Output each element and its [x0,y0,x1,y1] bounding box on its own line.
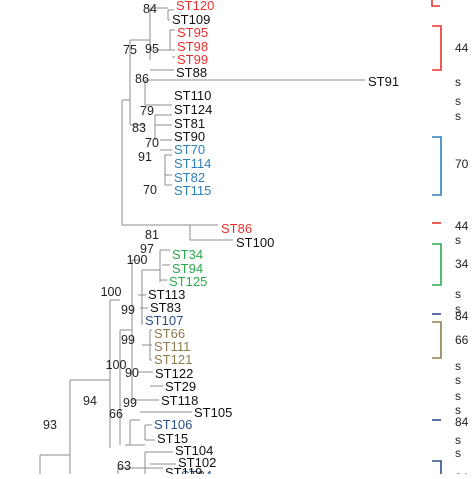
bootstrap-value: 97 [140,242,154,256]
leaf-label-st125: ST125 [169,274,207,289]
bootstrap-value: 94 [83,394,97,408]
group-label: s [455,359,461,373]
leaf-label-st119: ST119 [165,465,202,474]
bootstrap-value: 90 [125,366,139,380]
group-label: s [455,75,461,89]
bootstrap-value: 81 [145,228,159,242]
leaf-label-st118: ST118 [161,393,198,408]
leaf-label-st29: ST29 [165,379,196,394]
leaf-label-st81: ST81 [174,116,205,131]
leaf-label-st95: ST95 [177,25,208,40]
group-bracket [431,0,440,7]
group-label: 34 [455,257,469,271]
group-label: s [455,389,461,403]
leaf-label-st115: ST115 [174,183,211,198]
leaf-label-st90: ST90 [174,129,205,144]
leaf-label-st91: ST91 [368,74,399,89]
leaf-label-st66: ST66 [154,326,185,341]
bootstrap-value: 84 [143,2,157,16]
group-label: s [455,233,461,247]
group-bracket [432,321,442,359]
group-label: s [455,109,461,123]
group-label: 44 [455,219,469,233]
group-label: 70 [455,157,469,171]
leaf-label-st100: ST100 [236,235,274,250]
group-bracket [432,460,442,479]
group-label: s [455,373,461,387]
bootstrap-value: 91 [138,150,152,164]
bootstrap-value: 86 [135,72,149,86]
leaf-label-st82: ST82 [174,170,205,185]
group-label: s [455,446,461,460]
leaf-label-st105: ST105 [194,405,232,420]
leaf-label-st86: ST86 [221,221,252,236]
group-label: s [455,287,461,301]
group-bracket [432,25,442,71]
group-label: s [455,433,461,447]
group-label: s [455,302,461,316]
leaf-label-st98: ST98 [177,39,208,54]
group-bracket [432,243,442,286]
leaf-label-st114: ST114 [174,156,211,171]
tree-branches [39,7,365,477]
group-label: 66 [455,333,469,347]
leaf-label-st83: ST83 [150,300,181,315]
bootstrap-value: 100 [101,285,122,299]
leaf-label-st124: ST124 [174,102,212,117]
bootstrap-value: 75 [123,43,137,57]
group-label: 44 [455,41,469,55]
group-bracket [432,136,442,196]
bootstrap-value: 63 [117,459,131,473]
bootstrap-value: 66 [109,407,123,421]
leaf-label-st121: ST121 [154,352,192,367]
bootstrap-value: 99 [121,303,135,317]
group-label: s [455,403,461,417]
leaf-label-st109: ST109 [172,12,210,27]
bootstrap-value: 99 [121,333,135,347]
bootstrap-value: 93 [43,418,57,432]
group-label: 84 [455,309,469,323]
bootstrap-value: 100 [106,358,127,372]
leaf-label-st99: ST99 [177,52,208,67]
leaf-label-st106: ST106 [154,417,192,432]
group-label: s [455,94,461,108]
group-label: 84 [455,415,469,429]
bootstrap-value: 100 [127,253,148,267]
bootstrap-value: 79 [140,104,154,118]
leaf-label-st122: ST122 [155,366,193,381]
bootstrap-value: 70 [143,183,157,197]
leaf-label-st88: ST88 [176,65,207,80]
leaf-label-st94: ST94 [172,261,203,276]
bootstrap-value: 99 [123,396,137,410]
leaf-label-st102: ST102 [178,455,216,470]
bootstrap-value: 70 [145,136,159,150]
leaf-label-st34: ST34 [172,247,203,262]
leaf-label-st15: ST15 [157,431,188,446]
leaf-label-st70: ST70 [174,142,205,157]
leaf-label-st110: ST110 [174,88,211,103]
group-annotations: 44sss7044s34ss8466ssss84ss84 [431,0,469,479]
bootstrap-value: 83 [132,121,146,135]
bootstrap-values: 8495758679837091708197100100999990100996… [43,2,159,479]
leaf-label-st104: ST104 [175,443,213,458]
bootstrap-value: 95 [145,42,159,56]
leaf-label-st111: ST111 [154,339,190,354]
leaf-label-st107: ST107 [145,313,183,328]
leaf-label-st113: ST113 [148,287,185,302]
leaf-label-st120: ST120 [176,0,214,13]
